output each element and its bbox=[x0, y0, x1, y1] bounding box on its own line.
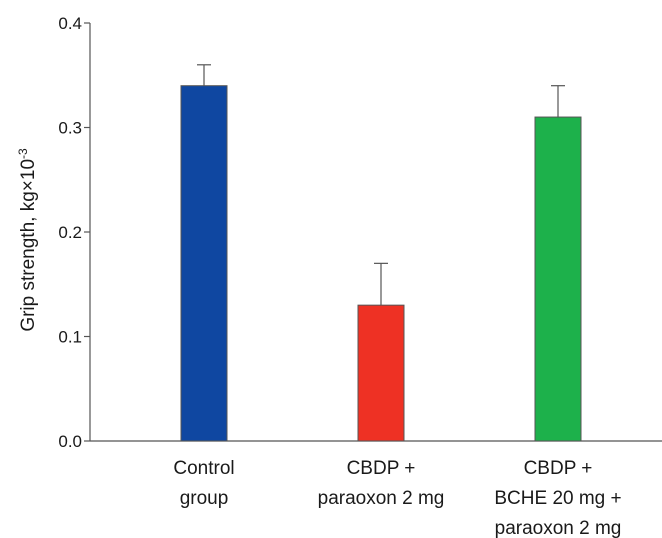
category-label: paraoxon 2 mg bbox=[318, 488, 445, 509]
category-label: BCHE 20 mg + bbox=[494, 488, 621, 509]
bar-3 bbox=[534, 116, 582, 442]
y-axis-title-text: Grip strength, kg×10 bbox=[18, 159, 39, 332]
category-label: paraoxon 2 mg bbox=[495, 518, 622, 538]
bar-1 bbox=[180, 85, 228, 442]
y-tick-label: 0.4 bbox=[58, 14, 82, 33]
y-axis-title-superscript: -3 bbox=[16, 148, 30, 159]
category-label: CBDP + bbox=[347, 458, 416, 479]
bars bbox=[180, 85, 582, 442]
error-bars bbox=[197, 64, 565, 306]
category-label: Control bbox=[173, 458, 234, 479]
bar-2 bbox=[357, 304, 405, 442]
category-labels: Control group CBDP + paraoxon 2 mg CBDP + BCH… bbox=[173, 458, 621, 538]
y-tick-label: 0.1 bbox=[58, 328, 82, 347]
category-label: CBDP + bbox=[524, 458, 593, 479]
y-tick-label: 0.0 bbox=[58, 432, 82, 451]
y-tick-label: 0.3 bbox=[58, 119, 82, 138]
y-axis-title: Grip strength, kg×10-3 bbox=[16, 148, 39, 332]
y-tick-label: 0.2 bbox=[58, 223, 82, 242]
category-label: group bbox=[180, 488, 229, 509]
y-axis: 0.0 0.1 0.2 0.3 0.4 bbox=[58, 14, 91, 451]
